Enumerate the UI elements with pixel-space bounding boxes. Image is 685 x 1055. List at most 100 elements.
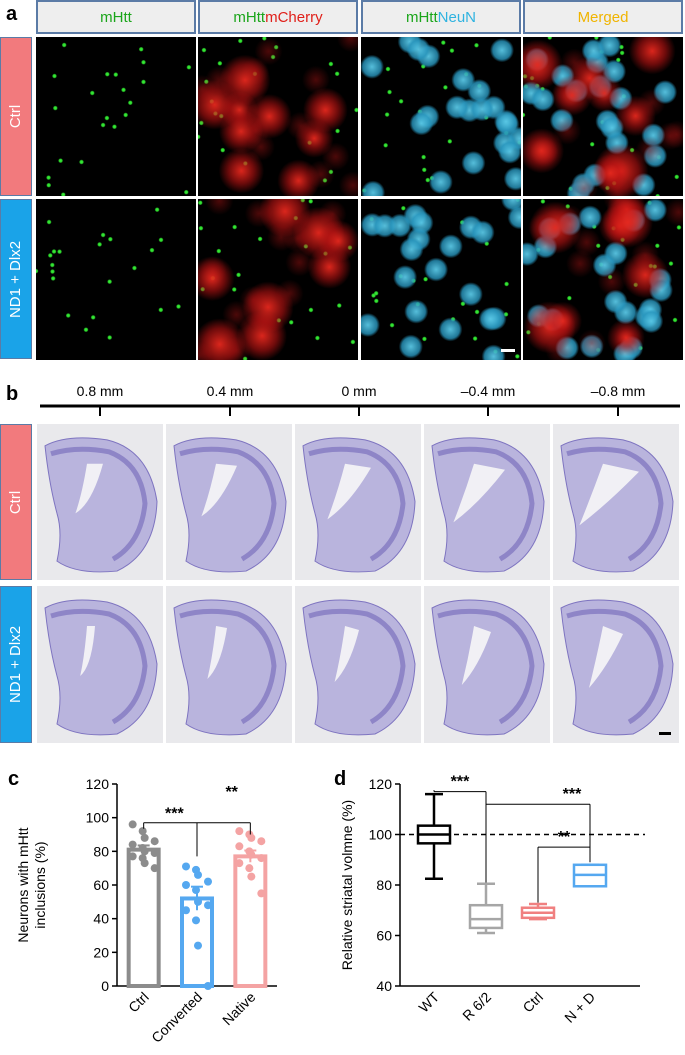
data-point xyxy=(204,877,212,886)
data-point xyxy=(247,833,256,842)
column-header-part: Merged xyxy=(577,8,629,26)
row-label-text: ND1 + Dlx2 xyxy=(7,240,25,318)
data-point xyxy=(245,864,254,873)
y-tick-label: 120 xyxy=(369,776,393,792)
micrograph-image xyxy=(361,199,521,360)
nissl-brain-section xyxy=(295,586,421,743)
y-tick-label: 40 xyxy=(376,978,392,994)
micrograph-image xyxy=(523,199,683,360)
significance-label: ** xyxy=(558,829,571,846)
micrograph-image xyxy=(198,199,358,360)
micrograph-image xyxy=(36,37,196,196)
row-label-nd1-dlx2-a: ND1 + Dlx2 xyxy=(0,199,32,359)
nissl-brain-section xyxy=(553,424,679,580)
y-tick-label: 60 xyxy=(93,877,109,893)
column-header-mhtt: mHtt xyxy=(36,0,196,34)
y-tick-label: 20 xyxy=(93,944,109,960)
data-point xyxy=(128,840,137,849)
significance-label: ** xyxy=(225,784,238,801)
data-point xyxy=(247,850,256,859)
nissl-brain-section xyxy=(295,424,421,580)
column-header-mhtt-mcherry: mHtt mCherry xyxy=(198,0,358,34)
distance-label: 0.8 mm xyxy=(76,383,124,399)
column-header-merged: Merged xyxy=(523,0,683,34)
data-point xyxy=(257,889,266,898)
nissl-brain-section xyxy=(424,586,550,743)
box-plot-striatal-volume: 40 60 80 100 120 Relative striatal volmne (%)… xyxy=(339,774,645,1026)
nissl-brain-section xyxy=(553,586,679,743)
y-axis-title: Relative striatal volmne (%) xyxy=(339,800,355,970)
data-point xyxy=(194,870,202,879)
panel-d-letter: d xyxy=(334,768,347,790)
x-tick-label: N + D xyxy=(561,989,598,1026)
significance-label: *** xyxy=(451,774,470,791)
micrograph-image xyxy=(36,199,196,360)
data-point xyxy=(150,837,159,846)
nissl-brain-section xyxy=(166,424,292,580)
y-tick-label: 60 xyxy=(376,928,392,944)
scale-bar xyxy=(659,732,671,735)
data-point xyxy=(128,820,137,829)
column-header-part: mHtt xyxy=(405,8,438,26)
data-point xyxy=(150,849,159,858)
data-point xyxy=(194,941,202,950)
x-tick-label: WT xyxy=(415,988,442,1015)
y-tick-label: 100 xyxy=(369,827,393,843)
distance-axis xyxy=(40,404,680,416)
micrograph-image xyxy=(523,37,683,196)
data-point xyxy=(182,906,190,915)
column-header-part: NeuN xyxy=(437,8,477,26)
bar-chart-mhtt-inclusions: 0 20 40 60 80 100 120 Neurons with mHttinclusio… xyxy=(15,776,277,1046)
distance-label: 0 mm xyxy=(341,383,377,399)
data-point xyxy=(150,864,159,873)
x-tick-label: Converted xyxy=(148,989,205,1046)
data-point xyxy=(192,886,200,895)
data-point xyxy=(235,827,244,836)
column-header-mhtt-neun: mHtt NeuN xyxy=(361,0,521,34)
data-point xyxy=(140,859,149,868)
x-tick-label: R 6/2 xyxy=(459,989,494,1024)
data-point xyxy=(140,833,149,842)
row-label-nd1-dlx2-b: ND1 + Dlx2 xyxy=(0,586,32,743)
data-point xyxy=(182,881,190,889)
data-point xyxy=(182,862,190,871)
y-tick-label: 80 xyxy=(93,843,109,859)
y-axis-title: Neurons with mHttinclusions (%) xyxy=(15,827,48,942)
data-point xyxy=(138,827,147,836)
y-tick-label: 80 xyxy=(376,877,392,893)
x-tick-label: Ctrl xyxy=(519,989,546,1016)
x-tick-label: Native xyxy=(219,989,259,1029)
data-point xyxy=(235,842,244,851)
row-label-text: ND1 + Dlx2 xyxy=(7,625,25,704)
significance-label: *** xyxy=(165,806,184,823)
significance-label: *** xyxy=(563,786,582,803)
data-point xyxy=(257,854,266,863)
data-point xyxy=(194,897,202,906)
row-label-text: Ctrl xyxy=(7,104,25,129)
nissl-brain-section xyxy=(166,586,292,743)
column-header-part: mHtt xyxy=(100,8,132,26)
micrograph-image xyxy=(361,37,521,196)
y-tick-label: 120 xyxy=(86,776,110,792)
row-label-ctrl-b: Ctrl xyxy=(0,424,32,580)
data-point xyxy=(235,859,244,868)
data-point xyxy=(192,916,200,925)
column-header-part: mCherry xyxy=(265,8,323,26)
panel-a-letter: a xyxy=(6,3,18,25)
panel-b-letter: b xyxy=(6,383,19,405)
y-tick-label: 0 xyxy=(101,978,109,994)
nissl-brain-section xyxy=(37,424,163,580)
distance-label: –0.8 mm xyxy=(590,383,646,399)
row-label-ctrl-a: Ctrl xyxy=(0,37,32,196)
data-point xyxy=(140,847,149,856)
y-tick-label: 100 xyxy=(86,810,110,826)
panel-c-letter: c xyxy=(8,768,20,790)
data-point xyxy=(204,982,212,990)
data-point xyxy=(247,872,256,881)
nissl-brain-section xyxy=(424,424,550,580)
box xyxy=(468,903,504,930)
data-point xyxy=(128,852,137,861)
scale-bar xyxy=(501,349,515,352)
distance-label: –0.4 mm xyxy=(460,383,516,399)
